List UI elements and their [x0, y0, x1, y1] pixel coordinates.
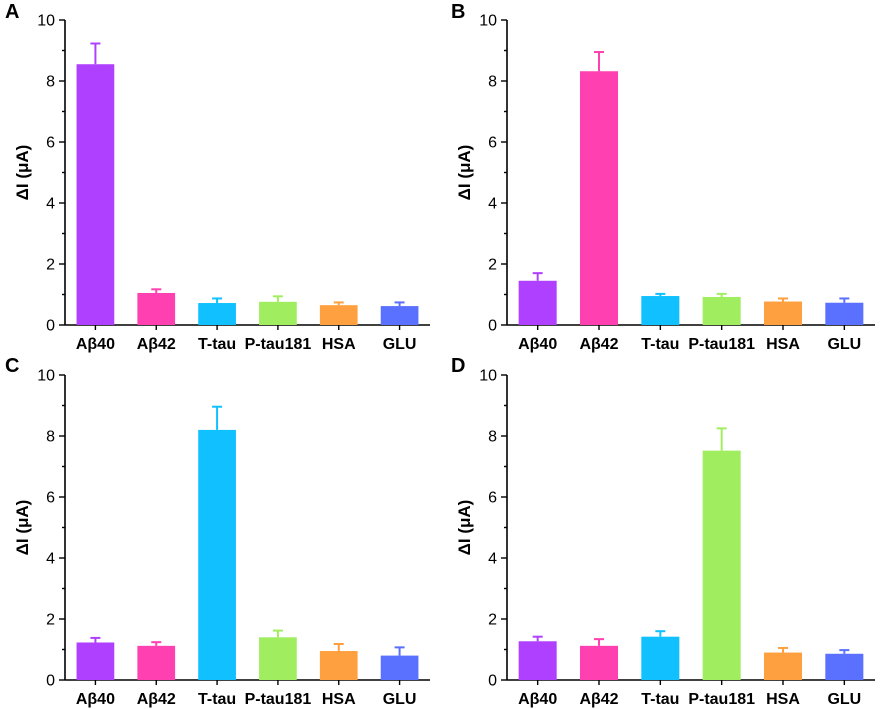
- x-tick-label: HSA: [322, 336, 356, 353]
- panel-letter: B: [451, 1, 465, 23]
- x-tick-label: T-tau: [198, 691, 236, 708]
- y-tick-label: 2: [488, 257, 497, 274]
- y-axis-title: ΔI (μA): [455, 500, 474, 556]
- x-tick-label: HSA: [322, 691, 356, 708]
- y-axis-title: ΔI (μA): [13, 500, 32, 556]
- y-tick-label: 8: [488, 74, 497, 91]
- panel-letter: C: [5, 355, 19, 377]
- bar: [319, 305, 358, 325]
- y-tick-label: 2: [46, 612, 55, 629]
- x-tick-label: T-tau: [641, 691, 679, 708]
- y-tick-label: 2: [488, 612, 497, 629]
- y-axis-title: ΔI (μA): [13, 145, 32, 201]
- y-tick-label: 8: [46, 429, 55, 446]
- y-tick-label: 8: [488, 429, 497, 446]
- x-tick-label: T-tau: [198, 336, 236, 353]
- panel-letter: D: [451, 355, 465, 377]
- bar: [198, 303, 236, 325]
- bar: [579, 71, 619, 326]
- x-tick-label: P-tau181: [245, 336, 312, 353]
- y-tick-label: 6: [488, 490, 497, 507]
- bar: [641, 636, 680, 680]
- x-tick-label: GLU: [827, 336, 861, 353]
- panel-letter: A: [5, 1, 19, 23]
- y-tick-label: 8: [46, 74, 55, 91]
- bar: [198, 429, 236, 680]
- x-tick-label: Aβ40: [76, 336, 115, 353]
- bar: [702, 450, 741, 680]
- bar: [76, 64, 115, 325]
- y-tick-label: 4: [488, 551, 497, 568]
- bar: [76, 642, 115, 680]
- x-tick-label: GLU: [827, 691, 861, 708]
- bar: [259, 637, 297, 680]
- y-tick-label: 0: [488, 673, 497, 690]
- y-tick-label: 10: [479, 13, 497, 30]
- x-tick-label: HSA: [766, 691, 800, 708]
- y-tick-label: 4: [488, 196, 497, 213]
- y-tick-label: 0: [46, 673, 55, 690]
- y-tick-label: 6: [488, 135, 497, 152]
- y-tick-label: 4: [46, 551, 55, 568]
- panel-c: C 0 2 4 6 8 10 ΔI (μA) Aβ40 Aβ42 T-tau P-tau181 HSA G…: [5, 355, 430, 708]
- y-tick-label: 4: [46, 196, 55, 213]
- panel-b: B 0 2 4 6 8 10 ΔI (μA) Aβ40 Aβ42 T-tau P-tau181 HSA G…: [451, 1, 875, 353]
- x-tick-label: P-tau181: [688, 691, 755, 708]
- bar: [702, 296, 741, 325]
- bar: [259, 301, 297, 325]
- x-tick-label: Aβ40: [518, 336, 557, 353]
- bar: [518, 280, 557, 325]
- bar: [380, 306, 419, 325]
- x-tick-label: Aβ40: [76, 691, 115, 708]
- bar: [825, 302, 864, 325]
- x-tick-label: Aβ40: [518, 691, 557, 708]
- x-tick-label: Aβ42: [137, 336, 176, 353]
- x-tick-label: Aβ42: [579, 336, 618, 353]
- y-tick-label: 0: [46, 318, 55, 335]
- panel-a: A 0 2 4 6 8 10 ΔI (μA) Aβ40 Aβ42 T-tau P-tau181 HSA G…: [5, 1, 430, 353]
- y-tick-label: 0: [488, 318, 497, 335]
- y-tick-label: 10: [479, 368, 497, 385]
- y-tick-label: 6: [46, 135, 55, 152]
- x-tick-label: T-tau: [641, 336, 679, 353]
- x-tick-label: Aβ42: [579, 691, 618, 708]
- bar: [319, 651, 358, 680]
- x-tick-label: P-tau181: [688, 336, 755, 353]
- bar: [579, 645, 619, 680]
- bar: [137, 292, 176, 325]
- y-axis-title: ΔI (μA): [455, 145, 474, 201]
- panel-d: D 0 2 4 6 8 10 ΔI (μA) Aβ40 Aβ42 T-tau P-tau181 HSA G…: [451, 355, 875, 708]
- bar: [763, 301, 803, 325]
- x-tick-label: GLU: [383, 691, 417, 708]
- x-tick-label: HSA: [766, 336, 800, 353]
- bar: [825, 653, 864, 680]
- x-tick-label: Aβ42: [137, 691, 176, 708]
- y-tick-label: 10: [37, 13, 55, 30]
- x-tick-label: GLU: [383, 336, 417, 353]
- y-tick-label: 6: [46, 490, 55, 507]
- y-tick-label: 2: [46, 257, 55, 274]
- x-tick-label: P-tau181: [245, 691, 312, 708]
- bar: [518, 641, 557, 680]
- bar: [137, 645, 176, 680]
- bar: [380, 655, 419, 680]
- bar: [763, 652, 803, 680]
- y-tick-label: 10: [37, 368, 55, 385]
- bar: [641, 296, 680, 325]
